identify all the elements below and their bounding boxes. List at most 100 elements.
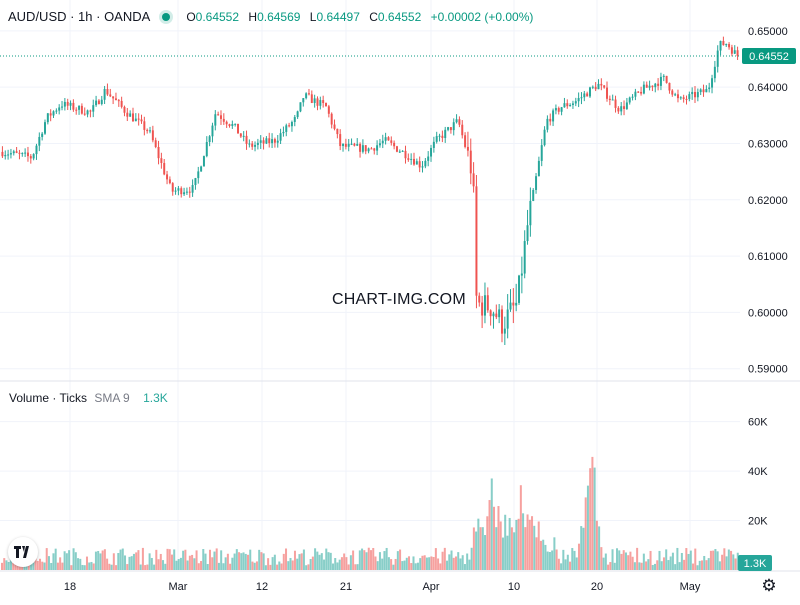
candle-body[interactable] — [452, 122, 455, 131]
candle-body[interactable] — [75, 109, 78, 111]
candle-body[interactable] — [256, 142, 259, 145]
candle-body[interactable] — [228, 124, 231, 126]
candle-body[interactable] — [418, 161, 421, 168]
candle-body[interactable] — [577, 98, 580, 102]
candle-body[interactable] — [202, 156, 205, 167]
candle-body[interactable] — [259, 140, 262, 143]
candle-body[interactable] — [319, 100, 322, 106]
candle-body[interactable] — [554, 108, 557, 111]
candle-body[interactable] — [583, 93, 586, 98]
candle-body[interactable] — [722, 40, 725, 46]
candle-body[interactable] — [523, 241, 526, 274]
candle-body[interactable] — [495, 313, 498, 318]
candle-body[interactable] — [591, 86, 594, 88]
candle-body[interactable] — [685, 98, 688, 100]
candle-body[interactable] — [52, 111, 55, 116]
candle-body[interactable] — [356, 143, 359, 146]
candle-body[interactable] — [430, 147, 433, 157]
candle-body[interactable] — [529, 200, 532, 226]
candle-body[interactable] — [38, 136, 41, 146]
candle-body[interactable] — [373, 148, 376, 151]
candle-body[interactable] — [293, 117, 296, 122]
candle-body[interactable] — [114, 98, 117, 101]
candle-body[interactable] — [483, 295, 486, 316]
candle-body[interactable] — [713, 66, 716, 79]
candle-body[interactable] — [464, 135, 467, 147]
candle-body[interactable] — [245, 135, 248, 144]
candle-body[interactable] — [197, 171, 200, 179]
candle-body[interactable] — [398, 151, 401, 153]
candle-body[interactable] — [506, 309, 509, 329]
candle-body[interactable] — [307, 93, 310, 95]
candle-body[interactable] — [80, 105, 83, 114]
candle-body[interactable] — [89, 110, 92, 112]
candle-body[interactable] — [120, 100, 123, 107]
candle-body[interactable] — [251, 143, 254, 147]
candle-body[interactable] — [83, 113, 86, 115]
candle-body[interactable] — [171, 183, 174, 192]
candle-body[interactable] — [733, 50, 736, 54]
candle-body[interactable] — [711, 78, 714, 88]
candle-body[interactable] — [214, 114, 217, 126]
candle-body[interactable] — [103, 88, 106, 100]
candle-body[interactable] — [234, 123, 237, 125]
candle-body[interactable] — [415, 161, 418, 165]
candle-body[interactable] — [302, 98, 305, 103]
candle-body[interactable] — [58, 107, 61, 111]
candle-body[interactable] — [154, 140, 157, 147]
candle-body[interactable] — [574, 101, 577, 104]
candle-body[interactable] — [679, 97, 682, 99]
volume-title[interactable]: Volume · Ticks — [9, 391, 88, 405]
candle-body[interactable] — [276, 140, 279, 143]
candle-body[interactable] — [339, 134, 342, 147]
candle-body[interactable] — [208, 136, 211, 143]
candle-body[interactable] — [350, 143, 353, 145]
candle-body[interactable] — [237, 123, 240, 134]
candle-body[interactable] — [112, 96, 115, 99]
candle-body[interactable] — [330, 113, 333, 125]
candle-body[interactable] — [63, 101, 66, 107]
candle-body[interactable] — [194, 178, 197, 186]
candle-body[interactable] — [651, 85, 654, 88]
candle-body[interactable] — [631, 96, 634, 98]
candle-body[interactable] — [614, 99, 617, 108]
candle-body[interactable] — [29, 156, 32, 159]
candle-body[interactable] — [157, 146, 160, 159]
candle-body[interactable] — [620, 106, 623, 112]
candle-body[interactable] — [95, 100, 98, 106]
candle-body[interactable] — [219, 115, 222, 119]
candle-body[interactable] — [15, 151, 18, 153]
candle-body[interactable] — [512, 302, 515, 306]
candle-body[interactable] — [381, 140, 384, 144]
candle-body[interactable] — [393, 142, 396, 147]
candle-body[interactable] — [239, 133, 242, 137]
candle-body[interactable] — [458, 119, 461, 125]
candle-body[interactable] — [719, 40, 722, 51]
candle-body[interactable] — [327, 106, 330, 114]
tradingview-logo-icon[interactable] — [8, 537, 38, 567]
candle-body[interactable] — [702, 89, 705, 93]
candle-body[interactable] — [353, 143, 356, 146]
volume-bars[interactable] — [1, 456, 739, 570]
candle-body[interactable] — [500, 309, 503, 334]
candle-body[interactable] — [191, 185, 194, 193]
candle-body[interactable] — [49, 113, 52, 116]
candle-body[interactable] — [299, 102, 302, 112]
candle-body[interactable] — [262, 140, 265, 144]
candle-body[interactable] — [146, 129, 149, 132]
candle-body[interactable] — [24, 152, 27, 154]
candle-body[interactable] — [421, 166, 424, 168]
candle-body[interactable] — [637, 91, 640, 93]
candle-body[interactable] — [716, 50, 719, 67]
candle-body[interactable] — [404, 150, 407, 159]
candle-body[interactable] — [205, 142, 208, 157]
candle-body[interactable] — [668, 82, 671, 91]
candle-body[interactable] — [361, 145, 364, 152]
candle-body[interactable] — [438, 135, 441, 137]
candle-body[interactable] — [557, 108, 560, 112]
candle-body[interactable] — [730, 47, 733, 54]
candle-body[interactable] — [617, 107, 620, 112]
candle-body[interactable] — [290, 121, 293, 127]
candle-body[interactable] — [177, 188, 180, 191]
